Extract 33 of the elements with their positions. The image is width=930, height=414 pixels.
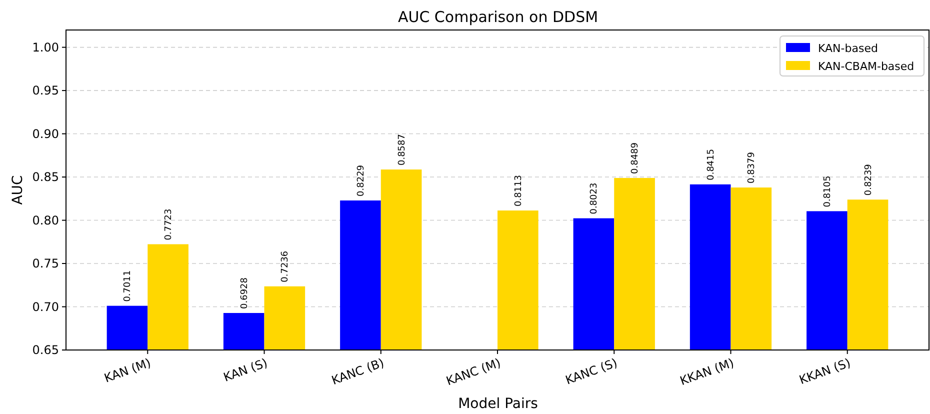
data-label: 0.8023 — [590, 182, 600, 214]
x-tick-label: KAN (M) — [102, 356, 153, 386]
data-label: 0.7011 — [123, 270, 134, 302]
y-axis-title: AUC — [10, 174, 26, 205]
y-tick-label: 0.85 — [32, 170, 59, 184]
y-tick-label: 0.70 — [32, 300, 59, 314]
y-tick-label: 0.75 — [32, 256, 59, 271]
data-label: 0.8105 — [822, 176, 833, 208]
y-tick-label: 0.80 — [32, 213, 59, 228]
x-tick-label: KKAN (S) — [797, 356, 852, 388]
chart-title: AUC Comparison on DDSM — [398, 8, 598, 26]
x-tick-label: KANC (B) — [330, 356, 386, 388]
data-label: 0.7723 — [164, 208, 174, 240]
x-axis-title: Model Pairs — [458, 396, 538, 412]
y-tick-label: 0.95 — [32, 84, 59, 98]
x-tick-label: KAN (S) — [222, 356, 270, 384]
data-label: 0.8239 — [864, 164, 874, 196]
data-label: 0.8379 — [747, 152, 758, 184]
data-label: 0.8415 — [706, 148, 716, 180]
y-tick-label: 1.00 — [32, 40, 59, 54]
data-label: 0.6928 — [240, 277, 250, 309]
legend-label: KAN-CBAM-based — [818, 60, 914, 73]
x-tick-label: KANC (S) — [564, 356, 620, 388]
legend-label: KAN-based — [818, 42, 878, 55]
data-label: 0.8229 — [356, 164, 366, 196]
x-tick-label: KKAN (M) — [678, 356, 736, 388]
x-tick-label: KANC (M) — [444, 356, 503, 388]
y-tick-label: 0.90 — [32, 126, 59, 141]
data-label: 0.8113 — [514, 174, 524, 206]
data-label: 0.8489 — [630, 142, 641, 174]
y-tick-label: 0.65 — [32, 343, 59, 357]
data-label: 0.7236 — [280, 250, 291, 282]
data-label: 0.8587 — [397, 134, 408, 166]
